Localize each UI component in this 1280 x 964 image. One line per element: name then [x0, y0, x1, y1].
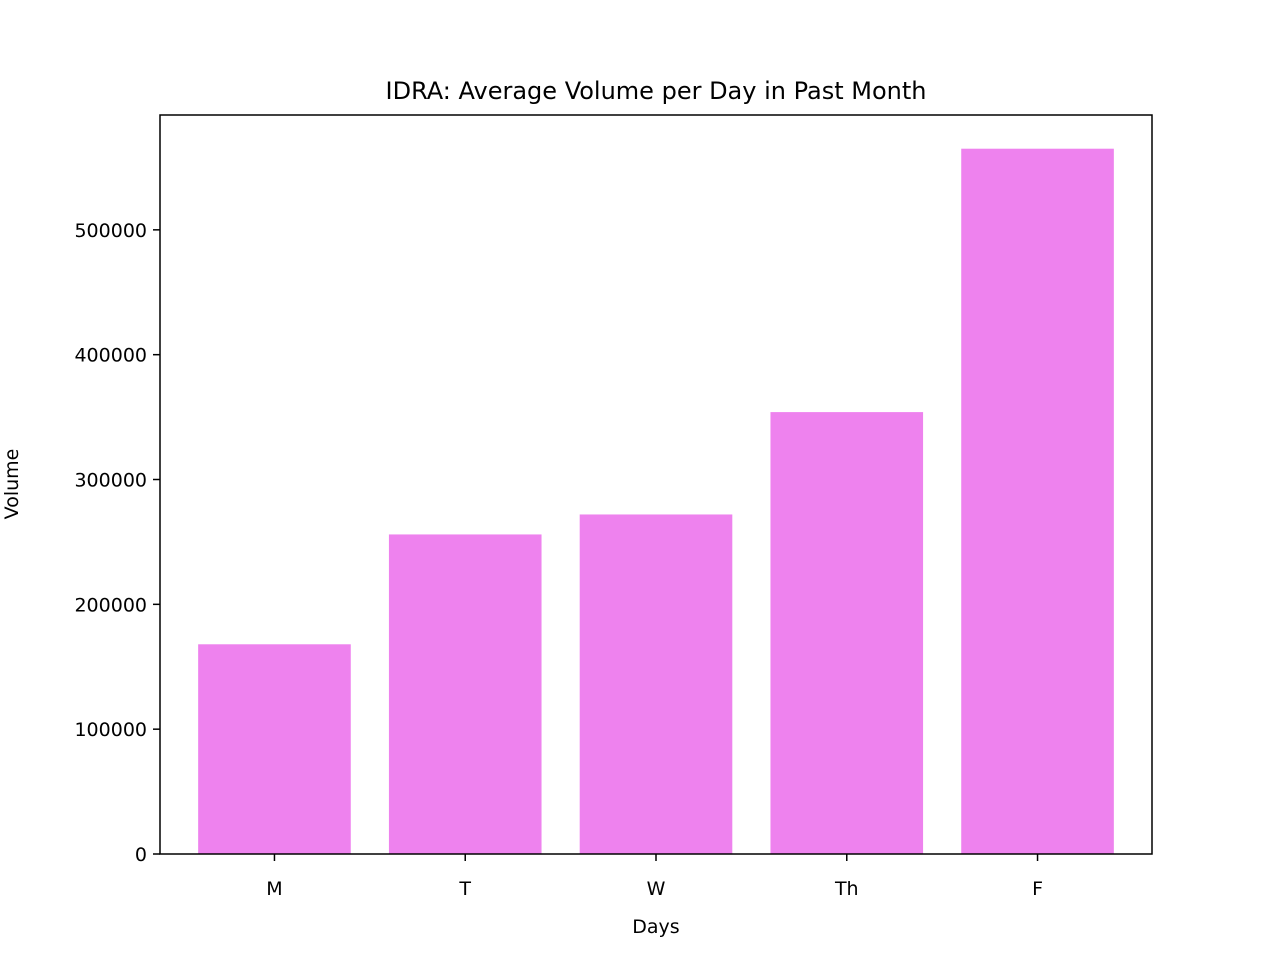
bar-f: [961, 148, 1114, 854]
y-tick-label: 500000: [74, 220, 147, 242]
bars: [198, 148, 1114, 854]
y-tick-label: 400000: [74, 345, 147, 367]
bar-m: [198, 644, 351, 854]
y-tick-label: 0: [135, 844, 147, 866]
y-tick-label: 300000: [74, 470, 147, 492]
x-tick-label: W: [647, 878, 666, 900]
x-axis-ticks: M T W Th F: [266, 854, 1043, 900]
y-axis-ticks: 0 100000 200000 300000 400000 500000: [74, 220, 160, 866]
x-tick-label: F: [1032, 878, 1043, 900]
x-tick-label: T: [458, 878, 471, 900]
plot-frame: [159, 114, 1153, 855]
bar-th: [770, 412, 924, 854]
bar-w: [579, 514, 733, 854]
x-axis-label: Days: [632, 916, 679, 938]
y-tick-label: 100000: [74, 719, 147, 741]
y-tick-label: 200000: [74, 594, 147, 616]
chart-title: IDRA: Average Volume per Day in Past Mon…: [386, 77, 927, 105]
y-axis-label: Volume: [1, 449, 23, 520]
bar-t: [388, 534, 542, 854]
x-tick-label: M: [266, 878, 282, 900]
x-tick-label: Th: [834, 878, 859, 900]
